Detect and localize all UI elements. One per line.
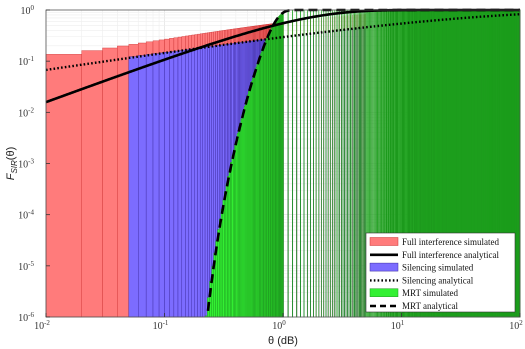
legend-label: Silencing simulated [402, 263, 474, 273]
legend-entry: Full interference simulated [369, 237, 499, 247]
y-tick-label: 10-4 [18, 209, 34, 222]
histogram-bar [209, 281, 212, 318]
histogram-bar [158, 52, 165, 318]
histogram-bar [230, 162, 233, 318]
curve-silencing-analytical [45, 13, 521, 72]
legend-label: MRT simulated [402, 288, 459, 298]
histogram-bar [217, 229, 220, 318]
histogram-bar [204, 46, 208, 318]
histogram-bar [181, 49, 186, 318]
histogram-bar [194, 48, 198, 318]
legend-entry: Full interference analytical [370, 250, 499, 260]
histogram-bar [199, 47, 203, 318]
y-axis-label-main: F [5, 172, 17, 180]
y-tick-label: 10-1 [18, 55, 34, 68]
legend-label: Silencing analytical [402, 275, 474, 285]
legend-entry: Silencing simulated [369, 262, 474, 273]
x-tick-label: 10-1 [153, 319, 169, 332]
histogram-bar [227, 175, 230, 318]
histogram-bar [191, 48, 195, 318]
histogram-bar [233, 149, 235, 318]
legend-swatch [369, 288, 399, 297]
histogram-bar [117, 45, 130, 318]
histogram-bar [202, 47, 206, 318]
x-tick-label: 100 [272, 319, 286, 332]
histogram-bar [282, 12, 284, 318]
x-tick-label: 102 [509, 319, 523, 332]
histogram-bar [81, 50, 103, 318]
histogram-bar [222, 199, 225, 318]
y-axis-label: FSIR(θ) [5, 147, 19, 181]
histogram-bar [207, 46, 210, 318]
legend-entry: Silencing analytical [370, 275, 474, 285]
histogram-bar [152, 53, 160, 318]
y-tick-label: 10-6 [18, 311, 34, 324]
y-axis-label-subscript: SIR [10, 160, 19, 174]
histogram-bar [185, 49, 189, 318]
histogram-bar [224, 191, 227, 318]
histogram-bar [169, 51, 175, 318]
x-axis-label: θ (dB) [268, 335, 298, 347]
histogram-bar [197, 47, 201, 318]
legend-label: Full interference simulated [402, 237, 499, 247]
legend-entry: MRT simulated [369, 288, 459, 298]
y-tick-label: 10-5 [18, 260, 34, 273]
histogram-bar [138, 55, 147, 318]
histogram-bar [220, 209, 223, 318]
x-tick-label: 101 [391, 319, 405, 332]
histogram-bar [228, 168, 231, 318]
histogram-bar [102, 47, 118, 318]
legend-box [365, 232, 516, 313]
histogram-bar [177, 50, 183, 318]
y-tick-label: 10-2 [18, 106, 34, 119]
histogram-bar [188, 48, 193, 318]
legend-label: Full interference analytical [402, 250, 499, 260]
y-tick-label: 100 [21, 4, 35, 17]
histogram-bar [145, 54, 154, 318]
legend-label: MRT analytical [402, 301, 459, 311]
histogram-bar [225, 183, 228, 318]
legend-swatch [369, 262, 399, 272]
histogram-bar [173, 50, 179, 318]
x-tick-label: 10-2 [34, 319, 50, 332]
histogram-bar [128, 56, 139, 318]
legend-swatch [369, 237, 399, 246]
histogram-bar [164, 52, 170, 318]
y-axis-label-argument: (θ) [5, 147, 17, 160]
legend: Full interference simulated Full interfer… [365, 232, 516, 313]
y-tick-label: 10-3 [18, 158, 34, 171]
legend-entry: MRT analytical [370, 301, 459, 311]
histogram-bar [231, 155, 234, 318]
axis-ticks: 10-2 10-1 100 101 102 10-6 10-5 10-4 10-3 10-2 10-… [18, 4, 523, 332]
histogram-bar [45, 54, 82, 318]
